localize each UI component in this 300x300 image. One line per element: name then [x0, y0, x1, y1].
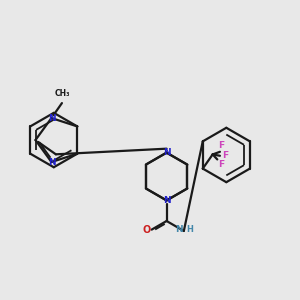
Text: F: F: [223, 151, 229, 160]
Text: N: N: [48, 113, 55, 122]
Text: O: O: [143, 225, 151, 235]
Text: H: H: [186, 225, 193, 234]
Text: N: N: [163, 148, 170, 157]
Text: F: F: [219, 141, 225, 150]
Text: N: N: [176, 225, 183, 234]
Text: N: N: [163, 196, 170, 205]
Text: CH₃: CH₃: [54, 89, 70, 98]
Text: N: N: [48, 158, 55, 166]
Text: F: F: [219, 160, 225, 169]
